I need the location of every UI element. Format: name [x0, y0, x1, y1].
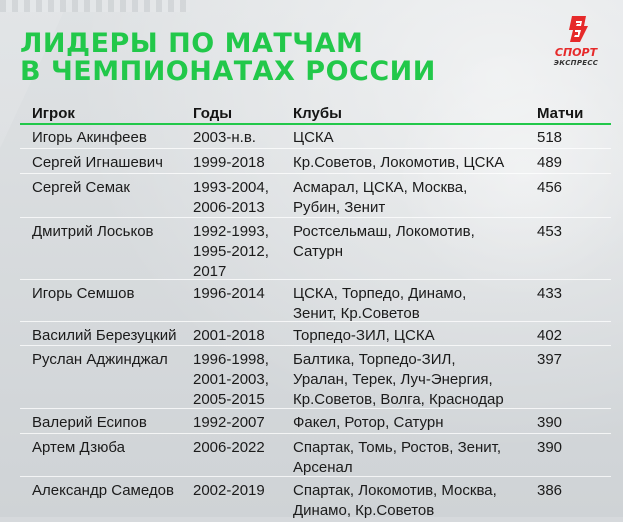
- table-row: Василий Березуцкий 2001-2018 Торпедо-ЗИЛ…: [20, 322, 611, 346]
- cell-clubs: Кр.Советов, Локомотив, ЦСКА: [293, 154, 505, 171]
- cell-player: Сергей Семак: [32, 179, 130, 196]
- cell-matches: 386: [537, 482, 563, 499]
- cell-clubs: Факел, Ротор, Сатурн: [293, 414, 444, 431]
- cell-clubs: Балтика, Торпедо-ЗИЛ, Уралан, Терек, Луч…: [293, 351, 504, 408]
- header-divider: [20, 123, 611, 125]
- cell-matches: 433: [537, 285, 563, 302]
- page-title: ЛИДЕРЫ ПО МАТЧАМ В ЧЕМПИОНАТАХ РОССИИ: [20, 30, 436, 86]
- cell-player: Валерий Есипов: [32, 414, 147, 431]
- logo-brand-subtext: ЭКСПРЕСС: [553, 59, 599, 67]
- cell-matches: 390: [537, 439, 563, 456]
- cell-clubs: Спартак, Томь, Ростов, Зенит, Арсенал: [293, 439, 502, 476]
- cell-player: Сергей Игнашевич: [32, 154, 163, 171]
- cell-player: Василий Березуцкий: [32, 327, 177, 344]
- sport-express-logo: СПОРТ ЭКСПРЕСС: [536, 14, 616, 72]
- table-row: Валерий Есипов 1992-2007 Факел, Ротор, С…: [20, 409, 611, 434]
- table-row: Игорь Семшов 1996-2014 ЦСКА, Торпедо, Ди…: [20, 280, 611, 322]
- cell-years: 1992-2007: [193, 414, 265, 431]
- cell-years: 2003-н.в.: [193, 129, 256, 146]
- cell-years: 1999-2018: [193, 154, 265, 171]
- cell-clubs: Асмарал, ЦСКА, Москва, Рубин, Зенит: [293, 179, 468, 216]
- table-row: Дмитрий Лоськов 1992-1993, 1995-2012, 20…: [20, 218, 611, 280]
- cell-clubs: Спартак, Локомотив, Москва, Динамо, Кр.С…: [293, 482, 497, 519]
- cell-years: 2002-2019: [193, 482, 265, 499]
- title-line-2: В ЧЕМПИОНАТАХ РОССИИ: [20, 56, 436, 87]
- cell-matches: 489: [537, 154, 563, 171]
- header-years: Годы: [193, 105, 233, 122]
- cell-player: Игорь Акинфеев: [32, 129, 147, 146]
- table-row: Александр Самедов 2002-2019 Спартак, Лок…: [20, 477, 611, 522]
- table-row: Игорь Акинфеев 2003-н.в. ЦСКА 518: [20, 124, 611, 149]
- cell-matches: 456: [537, 179, 563, 196]
- table-row: Артем Дзюба 2006-2022 Спартак, Томь, Рос…: [20, 434, 611, 477]
- table-header: Игрок Годы Клубы Матчи: [20, 96, 611, 125]
- cell-years: 1992-1993, 1995-2012, 2017: [193, 223, 269, 280]
- cell-years: 1996-2014: [193, 285, 265, 302]
- cell-clubs: ЦСКА, Торпедо, Динамо, Зенит, Кр.Советов: [293, 285, 467, 322]
- cell-player: Руслан Аджинджал: [32, 351, 168, 368]
- cell-clubs: ЦСКА: [293, 129, 334, 146]
- logo-brand-text: СПОРТ: [554, 46, 598, 59]
- cell-player: Дмитрий Лоськов: [32, 223, 154, 240]
- cell-years: 1996-1998, 2001-2003, 2005-2015: [193, 351, 269, 408]
- logo-icon: [569, 16, 588, 42]
- cell-matches: 453: [537, 223, 563, 240]
- cell-player: Артем Дзюба: [32, 439, 125, 456]
- leaders-table: Игрок Годы Клубы Матчи Игорь Акинфеев 20…: [20, 96, 611, 522]
- cell-years: 2006-2022: [193, 439, 265, 456]
- cell-years: 2001-2018: [193, 327, 265, 344]
- cell-player: Игорь Семшов: [32, 285, 135, 302]
- cell-matches: 390: [537, 414, 563, 431]
- cell-years: 1993-2004, 2006-2013: [193, 179, 269, 216]
- cell-matches: 402: [537, 327, 563, 344]
- table-row: Руслан Аджинджал 1996-1998, 2001-2003, 2…: [20, 346, 611, 409]
- title-line-1: ЛИДЕРЫ ПО МАТЧАМ: [20, 28, 364, 59]
- header-player: Игрок: [32, 105, 75, 122]
- header-clubs: Клубы: [293, 105, 342, 122]
- cell-player: Александр Самедов: [32, 482, 174, 499]
- cell-clubs: Ростсельмаш, Локомотив, Сатурн: [293, 223, 475, 260]
- cell-clubs: Торпедо-ЗИЛ, ЦСКА: [293, 327, 435, 344]
- cell-matches: 518: [537, 129, 563, 146]
- cell-matches: 397: [537, 351, 563, 368]
- table-row: Сергей Семак 1993-2004, 2006-2013 Асмара…: [20, 174, 611, 218]
- header-matches: Матчи: [537, 105, 584, 122]
- table-row: Сергей Игнашевич 1999-2018 Кр.Советов, Л…: [20, 149, 611, 174]
